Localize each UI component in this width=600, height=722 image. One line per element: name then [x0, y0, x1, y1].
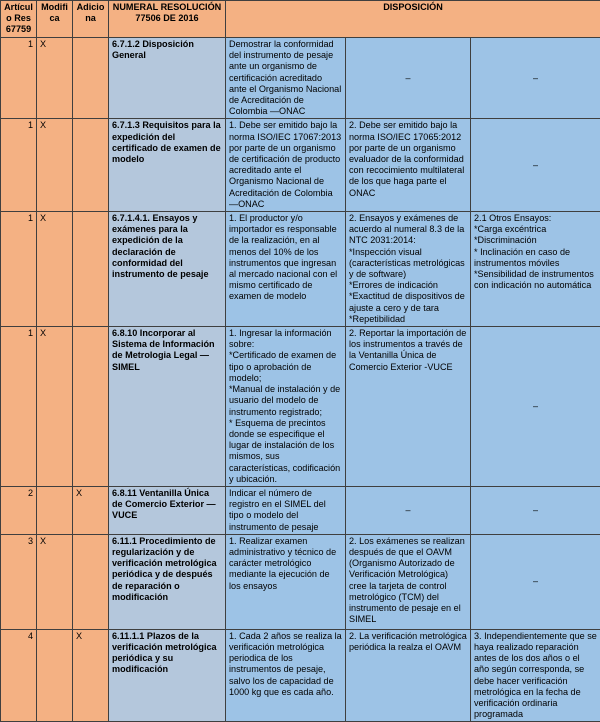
cell-modifica: X — [37, 119, 73, 212]
cell-disposicion-2: – — [346, 38, 471, 119]
header-numeral: NUMERAL RESOLUCIÓN 77506 DE 2016 — [109, 1, 226, 38]
cell-articulo: 1 — [1, 38, 37, 119]
table-row: 3 X 6.11.1 Procedimiento de regularizaci… — [1, 534, 600, 629]
cell-disposicion-1: 1. Debe ser emitido bajo la norma ISO/IE… — [226, 119, 346, 212]
cell-modifica: X — [37, 534, 73, 629]
cell-disposicion-1: Indicar el número de registro en el SIME… — [226, 486, 346, 534]
cell-adiciona: X — [73, 486, 109, 534]
cell-articulo: 1 — [1, 119, 37, 212]
cell-adiciona — [73, 327, 109, 487]
header-disposicion: DISPOSICIÓN — [226, 1, 600, 38]
cell-disposicion-3: – — [471, 486, 600, 534]
table-row: 1 X 6.7.1.2 Disposición General Demostra… — [1, 38, 600, 119]
cell-disposicion-1: 1. Realizar examen administrativo y técn… — [226, 534, 346, 629]
cell-numeral: 6.7.1.4.1. Ensayos y exámenes para la ex… — [109, 212, 226, 327]
cell-disposicion-2: 2. Ensayos y exámenes de acuerdo al nume… — [346, 212, 471, 327]
table-row: 1 X 6.7.1.3 Requisitos para la expedició… — [1, 119, 600, 212]
cell-disposicion-1: 1. Cada 2 años se realiza la verificació… — [226, 629, 346, 722]
cell-disposicion-1: 1. Ingresar la información sobre: *Certi… — [226, 327, 346, 487]
cell-adiciona — [73, 38, 109, 119]
cell-articulo: 4 — [1, 629, 37, 722]
cell-disposicion-3: – — [471, 38, 600, 119]
cell-numeral: 6.11.1.1 Plazos de la verificación metro… — [109, 629, 226, 722]
cell-numeral: 6.7.1.2 Disposición General — [109, 38, 226, 119]
cell-disposicion-3: 3. Independientemente que se haya realiz… — [471, 629, 600, 722]
header-adiciona: Adiciona — [73, 1, 109, 38]
cell-modifica — [37, 629, 73, 722]
table-body: 1 X 6.7.1.2 Disposición General Demostra… — [1, 38, 600, 722]
cell-modifica — [37, 486, 73, 534]
table-row: 4 X 6.11.1.1 Plazos de la verificación m… — [1, 629, 600, 722]
cell-modifica: X — [37, 38, 73, 119]
cell-adiciona — [73, 534, 109, 629]
cell-disposicion-3: – — [471, 534, 600, 629]
cell-disposicion-1: Demostrar la conformidad del instrumento… — [226, 38, 346, 119]
table-row: 1 X 6.8.10 Incorporar al Sistema de Info… — [1, 327, 600, 487]
header-articulo: Artículo Res 67759 — [1, 1, 37, 38]
cell-disposicion-2: 2. Debe ser emitido bajo la norma ISO/IE… — [346, 119, 471, 212]
table-header-row: Artículo Res 67759 Modifica Adiciona NUM… — [1, 1, 600, 38]
cell-numeral: 6.11.1 Procedimiento de regularización y… — [109, 534, 226, 629]
cell-articulo: 3 — [1, 534, 37, 629]
cell-disposicion-2: 2. Los exámenes se realizan después de q… — [346, 534, 471, 629]
cell-articulo: 1 — [1, 327, 37, 487]
cell-adiciona: X — [73, 629, 109, 722]
cell-modifica: X — [37, 327, 73, 487]
header-modifica: Modifica — [37, 1, 73, 38]
cell-articulo: 1 — [1, 212, 37, 327]
cell-disposicion-2: – — [346, 486, 471, 534]
cell-disposicion-1: 1. El productor y/o importador es respon… — [226, 212, 346, 327]
table-header: Artículo Res 67759 Modifica Adiciona NUM… — [1, 1, 600, 38]
table-row: 2 X 6.8.11 Ventanilla Única de Comercio … — [1, 486, 600, 534]
cell-numeral: 6.8.10 Incorporar al Sistema de Informac… — [109, 327, 226, 487]
cell-articulo: 2 — [1, 486, 37, 534]
cell-disposicion-3: – — [471, 327, 600, 487]
cell-disposicion-2: 2. La verificación metrológica periódica… — [346, 629, 471, 722]
table-row: 1 X 6.7.1.4.1. Ensayos y exámenes para l… — [1, 212, 600, 327]
cell-disposicion-3: 2.1 Otros Ensayos: *Carga excéntrica *Di… — [471, 212, 600, 327]
cell-adiciona — [73, 212, 109, 327]
cell-numeral: 6.7.1.3 Requisitos para la expedición de… — [109, 119, 226, 212]
cell-modifica: X — [37, 212, 73, 327]
cell-adiciona — [73, 119, 109, 212]
cell-numeral: 6.8.11 Ventanilla Única de Comercio Exte… — [109, 486, 226, 534]
cell-disposicion-2: 2. Reportar la importación de los instru… — [346, 327, 471, 487]
cell-disposicion-3: – — [471, 119, 600, 212]
